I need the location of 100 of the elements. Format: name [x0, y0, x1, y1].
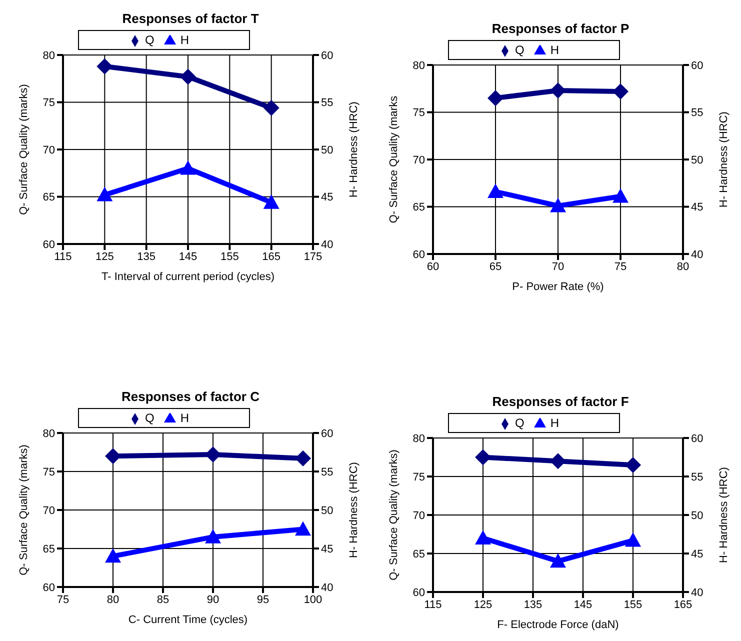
point — [263, 194, 280, 209]
point — [550, 198, 566, 212]
point — [96, 186, 113, 202]
legend-label: H — [180, 411, 189, 425]
y2-tick-label: 55 — [691, 471, 704, 484]
x-tick-label: 135 — [524, 598, 542, 611]
y-tick-label: 65 — [42, 543, 55, 556]
y-axis-title: Q- Surface Quality (marks) — [18, 84, 30, 215]
point — [612, 188, 628, 203]
point — [263, 100, 280, 116]
y2-tick-label: 40 — [321, 238, 334, 251]
y-tick-label: 75 — [412, 471, 425, 484]
legend-label: H — [180, 33, 189, 47]
point — [488, 184, 504, 198]
x-tick-label: 125 — [95, 250, 114, 263]
y2-tick-label: 50 — [321, 504, 334, 517]
point — [625, 532, 641, 547]
y2-tick-label: 40 — [691, 248, 704, 261]
legend-label: Q — [144, 33, 154, 47]
point — [550, 453, 566, 470]
y-tick-label: 60 — [42, 582, 55, 594]
y2-axis-title: H- Hardness (HRC) — [718, 467, 730, 563]
y2-tick-label: 60 — [321, 50, 334, 62]
y-tick-label: 75 — [42, 97, 55, 110]
x-tick-label: 75 — [614, 260, 627, 273]
y-tick-label: 65 — [412, 548, 425, 560]
x-tick-label: 75 — [56, 594, 70, 606]
y2-axis-title: H- Hardness (HRC) — [718, 112, 730, 208]
y2-tick-label: 50 — [691, 510, 704, 522]
y-tick-label: 70 — [412, 510, 425, 522]
point — [105, 548, 121, 563]
x-tick-label: 175 — [304, 250, 322, 263]
y-tick-label: 60 — [42, 238, 55, 251]
point — [488, 90, 504, 106]
x-tick-label: 125 — [474, 598, 492, 611]
chart-title: Responses of factor P — [490, 20, 630, 38]
y2-tick-label: 50 — [691, 154, 704, 166]
x-tick-label: 80 — [106, 594, 120, 606]
point — [96, 58, 113, 74]
chart-title: Responses of factor F — [491, 393, 630, 411]
point — [550, 82, 566, 99]
y2-tick-label: 60 — [321, 428, 334, 440]
y2-tick-label: 45 — [691, 202, 704, 214]
x-tick-label: 100 — [304, 594, 322, 606]
point — [550, 553, 566, 568]
x-tick-label: 90 — [206, 594, 220, 606]
y-tick-label: 65 — [412, 202, 425, 214]
y-tick-label: 70 — [42, 504, 55, 517]
y-axis-title: Q- Surface Quality (marks) — [388, 450, 400, 580]
y2-axis-title: H- Hardness (HRC) — [348, 462, 360, 558]
x-tick-label: 85 — [156, 594, 170, 606]
y-tick-label: 70 — [42, 144, 55, 156]
y-tick-label: 80 — [42, 50, 55, 62]
y-tick-label: 80 — [412, 60, 425, 72]
chart-title: Responses of factor T — [121, 10, 260, 28]
y2-axis-title: H- Hardness (HRC) — [348, 102, 360, 198]
legend-label: Q — [514, 43, 524, 57]
point — [612, 83, 628, 100]
y2-tick-label: 40 — [691, 586, 704, 599]
legend-label: H — [550, 416, 559, 430]
y-axis-title: Q- Surface Quality (marks) — [18, 444, 30, 576]
legend-label: Q — [144, 411, 154, 425]
y2-tick-label: 45 — [321, 543, 334, 556]
point — [180, 68, 196, 85]
y-tick-label: 70 — [412, 154, 425, 166]
y2-tick-label: 45 — [321, 192, 334, 204]
legend-label: H — [550, 43, 559, 57]
x-axis-title: F- Electrode Force (daN) — [497, 619, 619, 631]
point — [475, 530, 491, 544]
x-tick-label: 80 — [676, 260, 690, 273]
x-tick-label: 60 — [426, 260, 440, 273]
x-tick-label: 145 — [574, 598, 592, 611]
x-tick-label: 165 — [674, 598, 692, 611]
x-tick-label: 115 — [54, 250, 72, 263]
point — [205, 528, 221, 544]
y2-tick-label: 55 — [321, 466, 334, 478]
point — [295, 521, 311, 536]
y2-tick-label: 55 — [691, 107, 704, 120]
x-axis-title: T- Interval of current period (cycles) — [101, 271, 275, 283]
x-tick-label: 65 — [489, 260, 502, 273]
y-tick-label: 75 — [412, 107, 425, 120]
x-axis-title: C- Current Time (cycles) — [128, 614, 248, 626]
y2-tick-label: 60 — [691, 432, 704, 445]
y-tick-label: 65 — [42, 192, 55, 204]
x-tick-label: 115 — [424, 598, 442, 611]
y2-tick-label: 60 — [691, 60, 704, 72]
point — [180, 160, 196, 175]
y2-tick-label: 50 — [321, 144, 334, 156]
x-tick-label: 155 — [220, 250, 239, 263]
x-tick-label: 135 — [137, 250, 156, 263]
y2-tick-label: 45 — [691, 548, 704, 560]
chart-title: Responses of factor C — [120, 388, 260, 406]
x-tick-label: 145 — [178, 250, 198, 263]
x-tick-label: 165 — [262, 250, 281, 263]
y-tick-label: 80 — [42, 428, 55, 440]
x-tick-label: 70 — [552, 260, 564, 273]
y2-tick-label: 40 — [321, 582, 334, 594]
y-tick-label: 80 — [412, 432, 425, 445]
legend-label: Q — [514, 416, 524, 430]
y-tick-label: 75 — [42, 466, 55, 478]
